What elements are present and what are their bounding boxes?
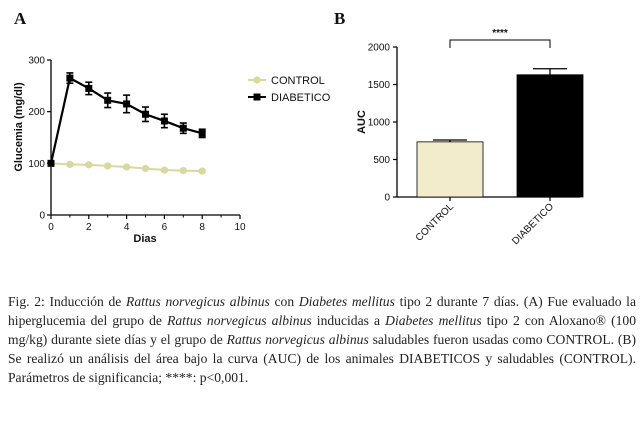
caption-line: mellitus tipo 2 con Aloxano® (100 mg/kg)… xyxy=(8,313,636,347)
data-point-diabetico xyxy=(160,117,168,125)
series-diabetico xyxy=(47,72,206,167)
y-axis-title-a: Glucemia (mg/dl) xyxy=(13,82,25,172)
data-point-diabetico xyxy=(85,84,93,92)
caption-text: Fue evaluado la hiperglucemia del grupo … xyxy=(8,294,636,328)
legend-marker xyxy=(253,93,261,101)
bar-diabetico xyxy=(516,74,584,198)
caption-line: Fig. 2: Inducción de Rattus norvegicus a… xyxy=(8,294,543,309)
data-point-diabetico xyxy=(104,96,112,104)
x-tick-label-b: CONTROL xyxy=(414,201,457,244)
x-tick-label-b: DIABETICO xyxy=(510,201,556,247)
legend-entry-control: CONTROL xyxy=(248,75,325,87)
y-tick-label-b: 1000 xyxy=(368,118,391,129)
y-tick-label-b: 1500 xyxy=(368,80,391,91)
caption-italic-text: Rattus norvegicus albinus xyxy=(126,294,270,309)
data-point-diabetico xyxy=(66,74,74,82)
y-tick-label-b: 0 xyxy=(384,193,390,204)
data-point-diabetico xyxy=(198,129,206,137)
legend-label: DIABETICO xyxy=(271,92,331,104)
significance-bracket: **** xyxy=(449,28,551,48)
y-tick-label-a: 300 xyxy=(28,56,45,67)
data-point-control xyxy=(179,166,187,175)
data-point-control xyxy=(104,162,112,170)
caption-italic-text: mellitus xyxy=(438,313,482,328)
data-point-diabetico xyxy=(123,100,131,108)
bar-control xyxy=(416,141,484,198)
legend-entry-diabetico: DIABETICO xyxy=(248,92,331,104)
caption-italic-text: Diabetes xyxy=(385,313,434,328)
figure-caption: Fig. 2: Inducción de Rattus norvegicus a… xyxy=(8,292,636,387)
y-tick-label-b: 500 xyxy=(373,155,390,166)
caption-italic-text: Rattus norvegicus albinus xyxy=(167,313,312,328)
caption-text: tipo 2 con Aloxano® (100 mg/kg) durante … xyxy=(8,313,636,347)
y-tick-label-a: 0 xyxy=(39,211,45,222)
data-point-control xyxy=(66,160,74,168)
caption-italic-text: Rattus norvegicus xyxy=(226,332,325,347)
data-point-diabetico xyxy=(47,159,55,167)
caption-italic-text: albinus xyxy=(328,332,369,347)
x-tick-label-a: 6 xyxy=(162,222,168,233)
x-tick-label-a: 10 xyxy=(234,222,246,233)
caption-text: tipo 2 durante 7 días. (A) xyxy=(394,294,543,309)
caption-line: significancia; ****: p<0,001. xyxy=(89,370,248,385)
y-tick-label-b: 2000 xyxy=(368,43,391,54)
panel-label-a: A xyxy=(14,9,27,28)
series-control xyxy=(47,159,206,175)
x-tick-label-a: 0 xyxy=(48,222,54,233)
legend-label: CONTROL xyxy=(271,75,325,87)
figure-charts: A 0 100 200 300 0 2 4 6 8 10 Glucemia (mg/dl) Dia… xyxy=(13,9,584,247)
significance-label: **** xyxy=(492,28,508,39)
glucose-line-chart: A 0 100 200 300 0 2 4 6 8 10 Glucemia (mg/dl) Dia… xyxy=(13,9,331,245)
x-axis-title-a: Dias xyxy=(133,233,156,245)
x-tick-label-a: 8 xyxy=(199,222,205,233)
caption-text: con xyxy=(269,294,299,309)
legend-marker xyxy=(253,76,261,84)
caption-line: albinus saludables fueron usadas como CO… xyxy=(8,332,636,366)
y-tick-label-a: 100 xyxy=(28,159,45,170)
data-point-control xyxy=(123,163,131,171)
caption-text: Fig. 2: Inducción de xyxy=(8,294,127,309)
data-point-control xyxy=(85,161,93,169)
y-axis-title-b: AUC xyxy=(356,110,368,134)
data-point-diabetico xyxy=(179,124,187,132)
caption-text: la curva (AUC) de los animales DIABETICO… xyxy=(8,351,636,385)
caption-text: significancia; ****: p<0,001. xyxy=(88,370,249,385)
data-point-diabetico xyxy=(142,110,149,118)
caption-text: saludables fueron usadas como CONTROL. (… xyxy=(8,332,636,366)
caption-italic-text: Diabetes mellitus xyxy=(298,294,395,309)
x-tick-label-a: 2 xyxy=(86,222,92,233)
series-line-diabetico xyxy=(49,76,203,164)
x-tick-label-a: 4 xyxy=(124,222,130,233)
caption-line: la curva (AUC) de los animales DIABETICO… xyxy=(8,351,636,385)
caption-line: Fue evaluado la hiperglucemia del grupo … xyxy=(8,294,636,328)
data-point-control xyxy=(160,166,168,174)
caption-text: inducidas a xyxy=(311,313,386,328)
data-point-control xyxy=(141,164,150,173)
legend: CONTROL DIABETICO xyxy=(248,75,331,104)
data-point-control xyxy=(198,167,206,175)
y-tick-label-a: 200 xyxy=(28,107,45,118)
bracket-line xyxy=(449,39,551,48)
panel-label-b: B xyxy=(334,9,345,28)
